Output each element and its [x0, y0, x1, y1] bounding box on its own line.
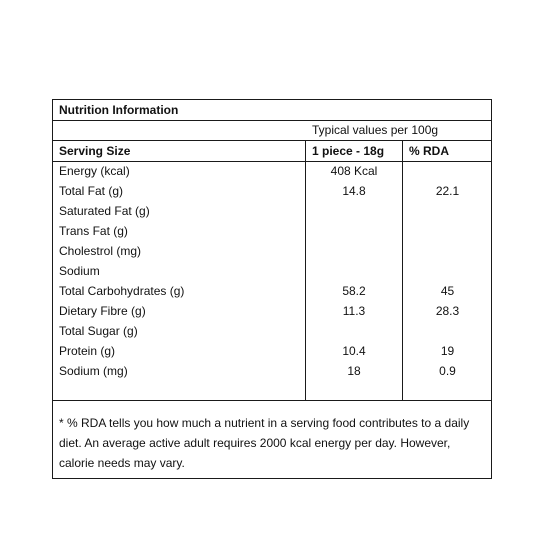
- row-9-serving: 10.4: [342, 344, 366, 358]
- typical-values-subheader: Typical values per 100g: [312, 123, 439, 137]
- serving-column-divider: [305, 140, 306, 400]
- row-4-name: Cholestrol (mg): [59, 244, 142, 258]
- nutrition-label: [52, 99, 492, 479]
- rda-column-divider: [402, 140, 403, 400]
- row-6-serving: 58.2: [342, 284, 366, 298]
- row-3-name: Trans Fat (g): [59, 224, 128, 238]
- row-2-name: Saturated Fat (g): [59, 204, 150, 218]
- per-piece-header: 1 piece - 18g: [312, 144, 385, 158]
- column-header-divider: [52, 161, 492, 162]
- row-10-name: Sodium (mg): [59, 364, 128, 378]
- row-7-serving: 11.3: [342, 304, 366, 318]
- footnote-divider: [52, 400, 492, 401]
- row-7-name: Dietary Fibre (g): [59, 304, 146, 318]
- row-10-rda: 0.9: [439, 364, 456, 378]
- row-1-name: Total Fat (g): [59, 184, 124, 198]
- row-8-name: Total Sugar (g): [59, 324, 138, 338]
- row-6-name: Total Carbohydrates (g): [59, 284, 185, 298]
- title-divider: [52, 120, 492, 121]
- row-6-rda: 45: [440, 284, 455, 298]
- row-7-rda: 28.3: [435, 304, 460, 318]
- row-5-name: Sodium: [59, 264, 100, 278]
- row-1-rda: 22.1: [435, 184, 460, 198]
- row-10-serving: 18: [347, 364, 361, 378]
- row-1-serving: 14.8: [342, 184, 366, 198]
- rda-footnote: * % RDA tells you how much a nutrient in…: [59, 416, 470, 470]
- label-title: Nutrition Information: [59, 103, 179, 117]
- row-9-rda: 19: [440, 344, 455, 358]
- row-0-name: Energy (kcal): [59, 164, 130, 178]
- subheader-divider: [52, 140, 492, 141]
- rda-header: % RDA: [409, 144, 450, 158]
- row-0-serving: 408 Kcal: [330, 164, 378, 178]
- serving-size-header: Serving Size: [59, 144, 131, 158]
- row-9-name: Protein (g): [59, 344, 116, 358]
